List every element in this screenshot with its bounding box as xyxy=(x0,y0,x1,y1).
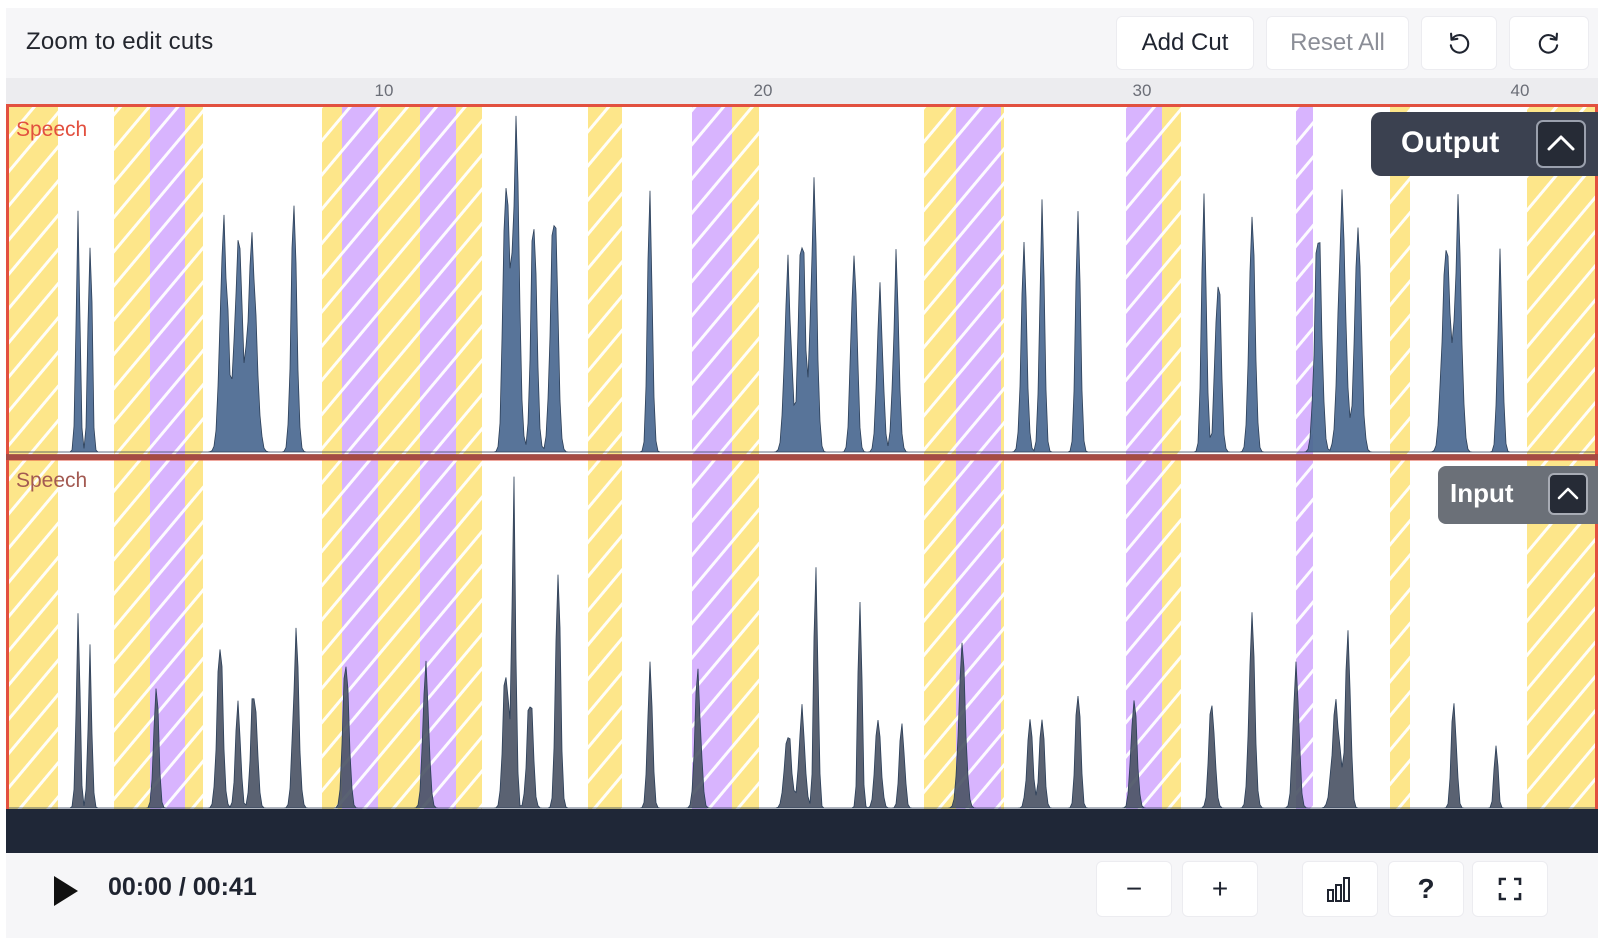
chevron-up-icon[interactable] xyxy=(1536,120,1586,168)
bar-chart-icon xyxy=(1327,877,1350,902)
help-button[interactable]: ? xyxy=(1388,861,1464,917)
ruler-tick: 20 xyxy=(753,81,773,100)
play-icon xyxy=(54,876,78,906)
output-waveform xyxy=(6,115,1598,453)
undo-button[interactable] xyxy=(1421,16,1497,70)
toolbar-title: Zoom to edit cuts xyxy=(26,28,214,55)
undo-icon xyxy=(1449,32,1470,54)
zoom-out-button[interactable]: − xyxy=(1096,861,1172,917)
waveform-tracks[interactable]: Speech Speech xyxy=(6,104,1598,844)
add-cut-button[interactable]: Add Cut xyxy=(1116,16,1254,70)
player-controls: 00:00 / 00:41 − + ? xyxy=(6,853,1598,938)
redo-button[interactable] xyxy=(1509,16,1589,70)
fullscreen-icon xyxy=(1498,877,1522,901)
redo-icon xyxy=(1538,32,1559,54)
output-tab-label: Output xyxy=(1401,126,1500,159)
ruler-tick: 40 xyxy=(1510,81,1530,100)
time-ruler[interactable]: 10 20 30 40 xyxy=(6,78,1598,104)
input-track-tab[interactable]: Input xyxy=(1438,466,1598,524)
overview-band xyxy=(6,809,1598,853)
waveform-canvas[interactable] xyxy=(6,104,1598,844)
ruler-tick: 10 xyxy=(374,81,394,100)
input-tab-label: Input xyxy=(1450,478,1514,508)
input-speech-label: Speech xyxy=(16,469,88,492)
input-waveform xyxy=(6,476,1598,809)
reset-all-button[interactable]: Reset All xyxy=(1266,16,1409,70)
toolbar: Zoom to edit cuts Add Cut Reset All xyxy=(6,8,1598,78)
ruler-tick: 30 xyxy=(1132,81,1152,100)
output-speech-label: Speech xyxy=(16,118,88,141)
waveform-shape xyxy=(6,115,1598,453)
output-track-tab[interactable]: Output xyxy=(1371,112,1598,176)
zoom-in-button[interactable]: + xyxy=(1182,861,1258,917)
stats-button[interactable] xyxy=(1302,861,1378,917)
waveform-shape xyxy=(6,476,1598,809)
fullscreen-button[interactable] xyxy=(1472,861,1548,917)
audio-cut-editor: Zoom to edit cuts Add Cut Reset All 10 2… xyxy=(6,8,1598,938)
chevron-up-icon[interactable] xyxy=(1548,473,1588,515)
time-display: 00:00 / 00:41 xyxy=(108,873,257,901)
play-button[interactable] xyxy=(46,871,86,911)
